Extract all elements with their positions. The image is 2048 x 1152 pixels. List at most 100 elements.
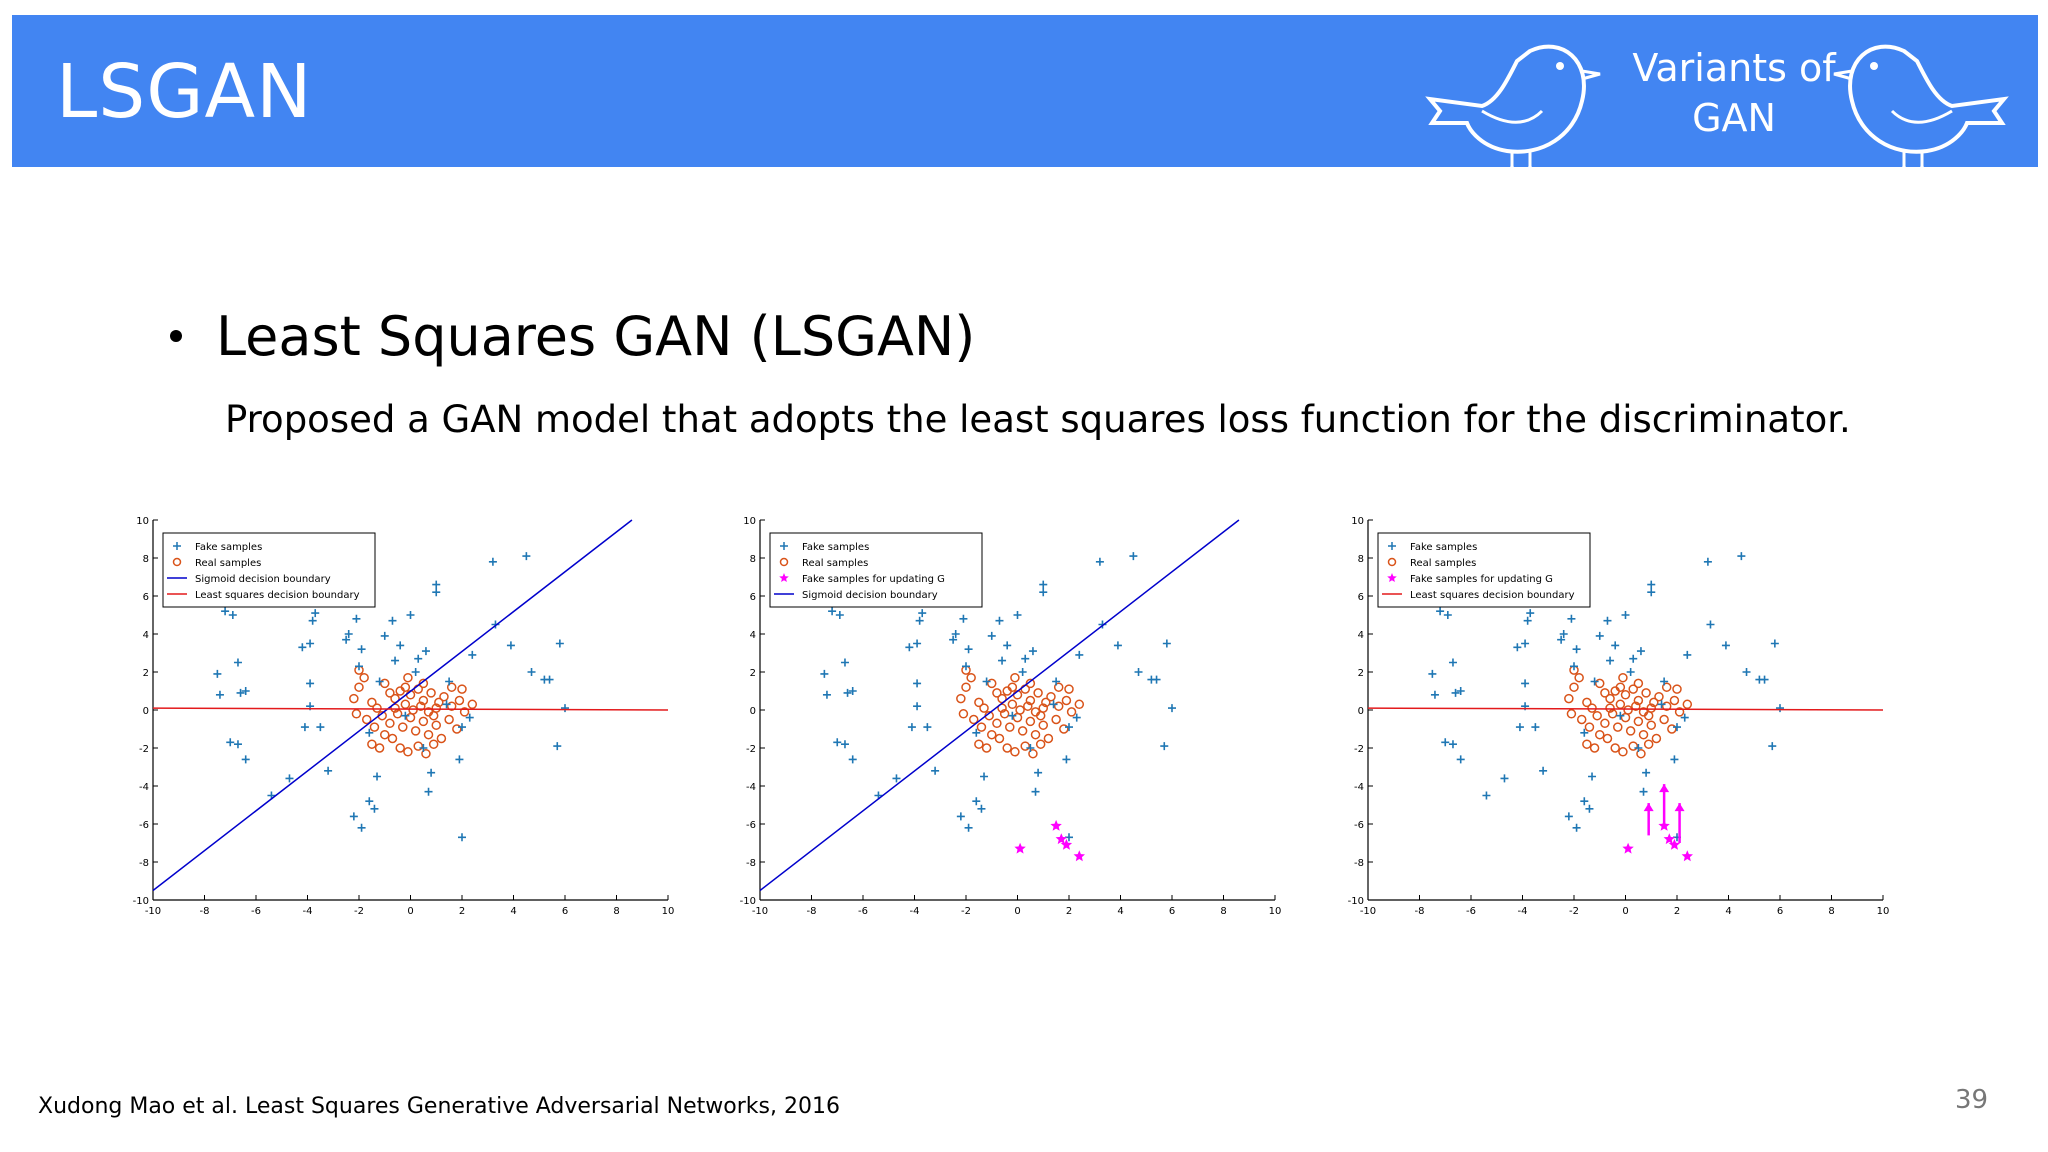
real-sample-marker: [367, 739, 377, 749]
fake-sample-marker: [342, 635, 351, 644]
fake-sample-marker: [1448, 740, 1457, 749]
x-tick-label: 10: [1877, 906, 1890, 917]
fake-sample-marker: [959, 614, 968, 623]
real-sample-marker: [436, 733, 447, 744]
fake-sample-marker: [424, 787, 433, 796]
fake-sample-marker: [388, 616, 397, 625]
real-sample-marker: [1643, 710, 1654, 721]
real-sample-marker: [403, 747, 413, 757]
fake-sample-marker: [365, 797, 374, 806]
fake-sample-marker: [1039, 588, 1048, 597]
fake-sample-marker: [913, 702, 922, 711]
y-tick-label: 2: [143, 668, 149, 679]
fake-sample-marker: [445, 677, 454, 686]
fake-sample-marker: [468, 650, 477, 659]
fake-sample-marker: [1049, 700, 1058, 709]
y-tick-label: -6: [139, 820, 149, 831]
bullet-icon: [170, 330, 182, 343]
plot-2: -10 -8 -6 -4 -2 0 2 4 6 8 10 10 8 6 4 2 0 -2 -4 -6 -8 -10 Fake…: [727, 505, 1287, 939]
fake-sample-marker: [414, 654, 423, 663]
real-sample-marker: [1064, 684, 1074, 694]
fake-sample-marker: [380, 631, 389, 640]
real-sample-marker: [1566, 709, 1577, 719]
fake-sample-marker: [949, 635, 958, 644]
real-sample-marker: [966, 672, 976, 683]
fake-sample-marker: [432, 580, 441, 589]
fake-sample-marker: [1152, 675, 1161, 684]
fake-sample-marker: [915, 616, 924, 625]
fake-sample-marker: [506, 641, 515, 650]
x-tick-label: 10: [662, 906, 675, 917]
fake-sample-marker: [419, 744, 428, 752]
fake-sample-marker: [213, 669, 222, 678]
fake-sample-marker: [311, 609, 320, 618]
fake-sample-marker: [1567, 614, 1576, 623]
legend-circle-marker: [172, 557, 182, 567]
x-tick-label: -10: [1360, 906, 1376, 917]
real-sample-marker: [1043, 733, 1054, 744]
real-sample-marker: [994, 733, 1005, 744]
fake-sample-marker: [1703, 557, 1712, 566]
real-sample-marker: [1066, 707, 1077, 717]
real-sample-marker: [1020, 741, 1030, 751]
real-sample-marker: [351, 709, 362, 719]
real-sample-marker: [1659, 714, 1669, 725]
real-sample-marker: [349, 693, 359, 704]
fake-sample-marker: [1647, 588, 1656, 597]
fake-sample-marker: [840, 740, 849, 749]
real-sample-marker: [1007, 699, 1018, 710]
fake-sample-marker: [442, 700, 451, 709]
real-sample-marker: [418, 695, 429, 706]
scatter-chart: -10 -8 -6 -4 -2 0 2 4 6 8 10 10 8 6 4 2 0 -2 -4 -6 -8 -10 Fake…: [133, 516, 675, 917]
real-sample-marker: [987, 729, 997, 740]
real-sample-marker: [1600, 688, 1610, 698]
real-sample-marker: [400, 682, 411, 692]
real-sample-marker: [1618, 747, 1628, 757]
fake-sample-marker: [1531, 723, 1540, 732]
x-tick-label: 0: [1622, 906, 1628, 917]
real-sample-marker: [1595, 729, 1605, 740]
updating-sample-star: [1622, 842, 1634, 854]
fake-sample-marker: [1570, 662, 1578, 671]
x-tick-label: -10: [145, 906, 161, 917]
x-tick-label: -4: [1518, 906, 1528, 917]
fake-sample-marker: [1062, 755, 1071, 764]
real-sample-marker: [1595, 678, 1605, 689]
fake-sample-marker: [1129, 552, 1138, 561]
updating-sample-star: [1668, 838, 1681, 850]
fake-sample-marker: [1039, 580, 1048, 589]
fake-sample-marker: [349, 812, 358, 821]
fake-sample-marker: [1721, 641, 1730, 650]
fake-sample-marker: [1706, 620, 1715, 629]
fake-sample-marker: [458, 833, 466, 842]
fake-sample-marker: [285, 774, 294, 783]
real-sample-marker: [446, 701, 457, 711]
fake-sample-marker: [931, 766, 940, 775]
fake-sample-marker: [1436, 607, 1445, 616]
fake-sample-marker: [905, 643, 914, 652]
fake-sample-marker: [1482, 791, 1491, 800]
fake-sample-marker: [1673, 723, 1681, 732]
scatter-chart: -10 -8 -6 -4 -2 0 2 4 6 8 10 10 8 6 4 2 0 -2 -4 -6 -8 -10 Fake…: [740, 516, 1282, 917]
real-sample-marker: [421, 748, 431, 759]
real-sample-marker: [992, 718, 1002, 729]
legend-box: [162, 532, 376, 608]
legend-label: Least squares decision boundary: [195, 590, 360, 601]
fake-sample-marker: [306, 639, 315, 648]
fake-sample-marker: [1588, 772, 1597, 781]
real-sample-marker: [1643, 739, 1654, 749]
legend-label: Real samples: [195, 558, 261, 569]
legend-label: Real samples: [1410, 558, 1476, 569]
fake-sample-marker: [822, 690, 831, 699]
fake-sample-marker: [1657, 700, 1666, 709]
fake-sample-marker: [1580, 797, 1589, 806]
real-sample-marker: [444, 714, 454, 725]
fake-sample-marker: [1590, 677, 1599, 686]
fake-sample-marker: [1634, 744, 1643, 752]
fake-sample-marker: [1441, 738, 1450, 747]
fake-sample-marker: [982, 677, 991, 686]
fake-sample-marker: [843, 688, 852, 697]
x-tick-label: 8: [1828, 906, 1834, 917]
fake-sample-marker: [1500, 774, 1509, 783]
sigmoid-boundary-line: [759, 519, 1240, 892]
